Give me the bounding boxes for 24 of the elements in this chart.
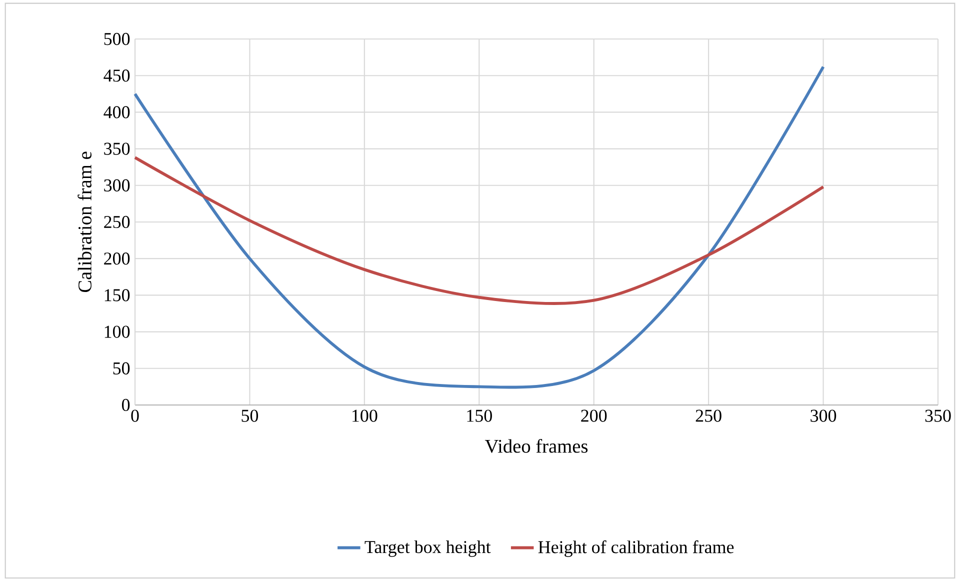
y-tick-label: 450 — [104, 70, 130, 82]
x-tick-label: 350 — [925, 410, 951, 422]
x-axis-title: Video frames — [484, 439, 588, 453]
y-tick-label: 400 — [104, 106, 130, 118]
x-tick-label: 50 — [242, 410, 258, 422]
line-series — [134, 65, 825, 389]
y-tick-label: 0 — [122, 398, 130, 412]
x-tick-label: 0 — [131, 410, 139, 422]
y-tick-label: 50 — [113, 362, 130, 374]
y-tick-label: 100 — [104, 326, 130, 338]
x-tick-label: 200 — [581, 410, 607, 422]
y-tick-label: 250 — [104, 216, 130, 228]
y-tick-label: 150 — [104, 289, 130, 302]
x-tick-label: 150 — [467, 410, 492, 422]
x-tick-label: 300 — [810, 410, 836, 422]
y-tick-label: 300 — [104, 179, 130, 192]
y-tick-label: 350 — [104, 142, 130, 155]
y-tick-label: 500 — [104, 32, 130, 46]
legend-label: Height of calibration frame — [538, 540, 734, 557]
x-tick-label: 100 — [352, 410, 378, 422]
x-tick-label: 250 — [696, 410, 722, 422]
legend-label: Target box height — [364, 540, 491, 557]
y-axis-title: Calibration fram e — [78, 152, 92, 292]
y-tick-label: 200 — [104, 252, 130, 265]
